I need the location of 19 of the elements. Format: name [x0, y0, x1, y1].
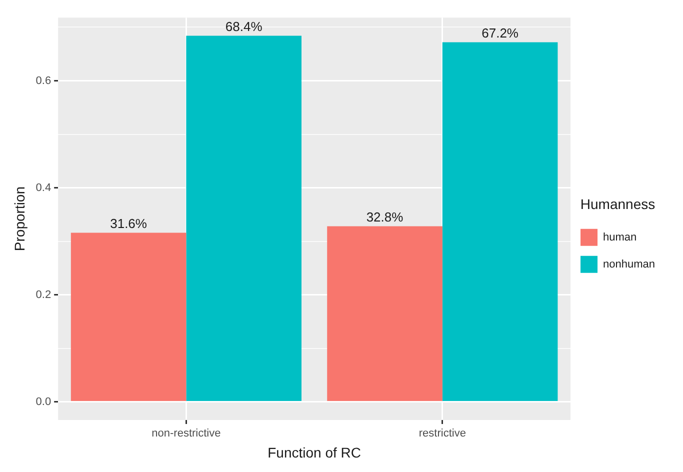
- data-label: 31.6%: [110, 216, 148, 231]
- bar: [327, 226, 442, 402]
- x-tick-label: non-restrictive: [152, 428, 221, 440]
- legend-title: Humanness: [580, 196, 656, 212]
- data-label: 67.2%: [482, 25, 519, 40]
- y-tick-label: 0.2: [36, 288, 52, 301]
- y-tick-label: 0.4: [36, 182, 52, 194]
- data-label: 68.4%: [225, 18, 263, 34]
- y-tick-label: 0.6: [36, 74, 52, 87]
- legend-label: human: [603, 231, 637, 244]
- data-label: 32.8%: [366, 209, 404, 224]
- y-tick-label: 0.0: [36, 396, 52, 408]
- bar: [442, 42, 558, 402]
- x-axis-title: Function of RC: [268, 444, 361, 460]
- legend-label: nonhuman: [603, 258, 656, 270]
- x-tick-label: restrictive: [418, 428, 466, 440]
- bar: [70, 232, 186, 402]
- y-axis-title: Proportion: [11, 186, 28, 252]
- bar: [186, 36, 302, 402]
